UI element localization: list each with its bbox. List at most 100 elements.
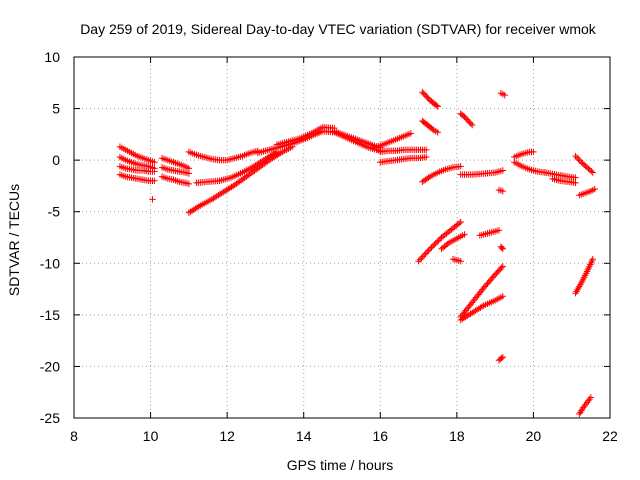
data-point (428, 244, 435, 251)
data-point (423, 248, 431, 256)
data-point (421, 251, 428, 259)
data-point (499, 245, 506, 253)
data-point (457, 163, 464, 170)
data-point (589, 169, 596, 176)
data-point (434, 129, 441, 136)
data-point (407, 130, 415, 137)
data-point (444, 240, 451, 248)
x-tick-label: 22 (602, 428, 618, 444)
data-point (472, 294, 480, 301)
y-tick-label: 0 (52, 152, 60, 168)
data-point (422, 250, 429, 257)
data-point (436, 235, 444, 243)
data-point (423, 153, 430, 161)
data-point (573, 154, 581, 161)
data-point (425, 247, 432, 254)
data-point (425, 174, 432, 181)
data-point (431, 241, 438, 248)
gridlines (74, 57, 610, 418)
data-point (415, 258, 422, 265)
data-point (591, 185, 598, 193)
data-point (149, 196, 156, 203)
data-point (429, 242, 437, 250)
data-point (499, 293, 506, 300)
data-point (151, 168, 158, 175)
data-point (468, 121, 476, 129)
data-point (461, 308, 468, 316)
data-point (589, 255, 596, 263)
data-point (499, 167, 506, 174)
data-point (467, 120, 475, 127)
data-point (457, 218, 464, 226)
data-point (185, 180, 193, 188)
data-point (474, 292, 481, 300)
data-point (151, 177, 158, 184)
x-axis-title: GPS time / hours (287, 457, 394, 473)
data-point (477, 288, 485, 295)
data-point (572, 179, 579, 187)
data-point (460, 310, 467, 317)
data-point (499, 263, 506, 270)
data-point (465, 304, 472, 311)
data-point (468, 299, 476, 306)
y-tick-label: 5 (52, 101, 60, 117)
data-point (575, 155, 582, 163)
chart-title: Day 259 of 2019, Sidereal Day-to-day VTE… (80, 21, 597, 37)
data-point (576, 157, 584, 164)
data-point (185, 170, 193, 177)
y-tick-labels: 10 5 0 -5 -10 -15 -20 -25 (40, 49, 60, 426)
data-point (433, 102, 440, 109)
data-point (498, 264, 505, 271)
data-point (476, 289, 484, 297)
data-point (579, 406, 586, 413)
data-point (466, 302, 473, 309)
data-point (416, 256, 424, 263)
data-point (501, 91, 508, 99)
data-point (423, 146, 430, 154)
data-point (463, 305, 471, 313)
data-point (462, 307, 469, 314)
x-tick-label: 12 (219, 428, 235, 444)
data-point (530, 148, 537, 156)
x-tick-label: 10 (143, 428, 159, 444)
data-point (419, 253, 427, 260)
data-point (470, 297, 477, 305)
plot-frame (73, 56, 611, 419)
y-tick-label: -5 (48, 204, 61, 220)
data-point (498, 354, 505, 362)
data-point (426, 245, 434, 253)
data-point (588, 168, 595, 175)
data-point (587, 394, 595, 401)
x-tick-labels: 8 10 12 14 16 18 20 22 (70, 428, 618, 444)
y-tick-label: -20 (40, 358, 60, 374)
data-points (116, 88, 598, 418)
data-point (432, 239, 439, 247)
x-tick-label: 20 (526, 428, 542, 444)
data-point (434, 103, 441, 110)
data-point (498, 244, 506, 252)
data-point (455, 220, 463, 227)
axis-ticks (73, 56, 611, 419)
y-axis-title: SDTVAR / TECUs (6, 184, 22, 296)
data-point (475, 291, 482, 298)
data-point (572, 152, 579, 160)
data-point (495, 227, 503, 234)
y-tick-label: -15 (40, 307, 60, 323)
data-point (457, 258, 464, 265)
data-point (434, 238, 441, 245)
y-tick-label: -25 (40, 410, 60, 426)
data-point (499, 187, 506, 195)
data-point (435, 237, 442, 244)
x-tick-label: 18 (449, 428, 465, 444)
data-point (499, 353, 506, 361)
x-tick-label: 16 (372, 428, 388, 444)
data-point (151, 159, 158, 166)
y-tick-label: -10 (40, 255, 60, 271)
data-point (461, 231, 468, 238)
x-tick-label: 8 (70, 428, 78, 444)
data-point (418, 254, 425, 262)
data-point (467, 300, 475, 308)
data-point (471, 296, 478, 303)
x-tick-label: 14 (296, 428, 312, 444)
